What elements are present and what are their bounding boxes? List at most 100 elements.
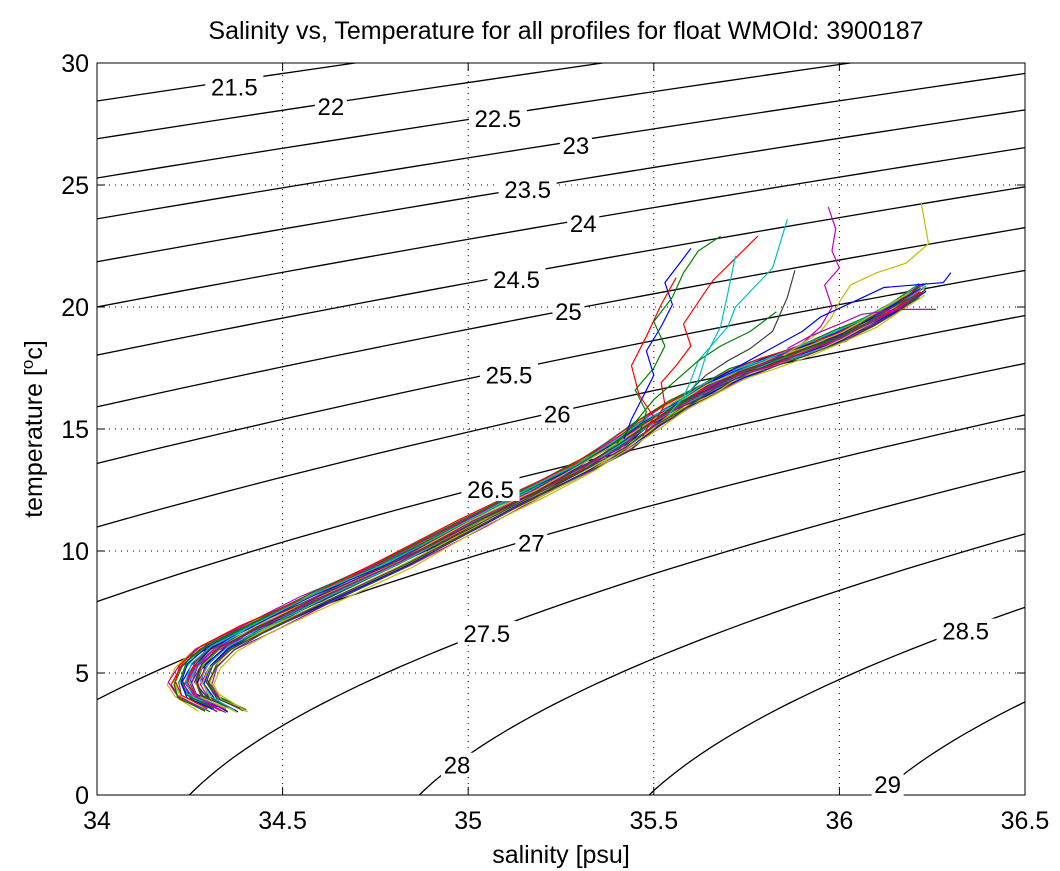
profile-line [174, 285, 920, 710]
profile-upper-line [683, 255, 737, 401]
profile-upper-line [787, 308, 936, 350]
profile-upper-line [630, 277, 677, 437]
contour-label-bg [441, 752, 474, 777]
y-axis-label-degree: o [18, 360, 37, 369]
profile-line [184, 284, 919, 707]
density-contours [97, 63, 1025, 795]
profile-upper-line [634, 235, 721, 435]
x-tick-label: 34.5 [258, 807, 307, 835]
profile-line [195, 292, 925, 710]
profile-upper-line [757, 206, 841, 367]
profile-line [203, 290, 927, 713]
contour-label-bg [567, 211, 600, 236]
profile-upper-line [712, 272, 952, 381]
contour-label: 29 [874, 772, 901, 799]
y-tick-label: 30 [61, 50, 89, 78]
contour-label-bg [205, 74, 264, 99]
profile-line [195, 285, 921, 708]
x-tick-label: 35.5 [629, 807, 678, 835]
contour-label: 26 [544, 401, 571, 428]
density-contour [97, 314, 1025, 528]
y-tick-label: 0 [75, 782, 89, 810]
contour-label: 22 [318, 94, 345, 121]
profile-line [189, 293, 922, 714]
contour-label-bg [457, 620, 516, 645]
density-contour [877, 701, 1025, 795]
profile-upper-line [623, 248, 692, 440]
plot-area: 21.5 22 22.5 23 23.5 24 24.5 25 25.5 26 26.527 27.5… [96, 62, 1026, 799]
density-contour [97, 109, 1025, 263]
contour-label: 24 [570, 211, 597, 238]
contour-label: 23 [562, 133, 589, 160]
profile-line [178, 292, 921, 713]
contour-label-bg [871, 772, 904, 797]
density-contour [97, 414, 1025, 701]
profile-line [194, 285, 923, 709]
contour-label: 21.5 [211, 74, 258, 101]
y-tick-label: 10 [61, 538, 89, 566]
y-axis-label: temperature [oc] [18, 340, 48, 518]
density-contour [188, 470, 1025, 795]
contour-label: 25.5 [486, 362, 533, 389]
contour-label-bg [515, 530, 548, 555]
contour-label: 24.5 [493, 267, 540, 294]
contour-label: 27 [518, 531, 545, 558]
contour-label: 23.5 [504, 177, 551, 204]
profile-upper-line [668, 219, 788, 415]
contour-label-bg [936, 618, 995, 643]
contour-label-bg [480, 362, 539, 387]
y-tick-label: 20 [61, 294, 89, 322]
contour-label-bg [487, 267, 546, 292]
contour-label-bg [559, 132, 592, 157]
density-contour [97, 269, 1025, 465]
grid [97, 63, 1025, 795]
contour-label-bg [461, 477, 520, 501]
contour-label: 26.5 [467, 477, 514, 504]
axis-ticks [96, 62, 1026, 796]
y-axis-label-suffix: c] [20, 340, 48, 359]
x-tick-label: 36.5 [1001, 807, 1050, 835]
y-tick-label: 15 [61, 416, 89, 444]
x-tick-label: 36 [825, 807, 853, 835]
profile-upper-line [783, 201, 930, 357]
x-tick-label: 34 [83, 807, 111, 835]
profile-line [206, 292, 924, 712]
profiles [166, 201, 952, 714]
contour-label: 27.5 [463, 621, 510, 648]
density-contour [97, 72, 1025, 220]
y-axis-tick-labels: 0 5 10 15 20 25 30 [61, 50, 89, 810]
contour-label-bg [541, 401, 574, 426]
density-contour [97, 362, 1025, 603]
contour-label-bg [468, 106, 527, 131]
density-contour [97, 146, 1025, 308]
x-axis-tick-labels: 34 34.5 35 35.5 36 36.5 [83, 807, 1049, 835]
y-tick-label: 25 [61, 172, 89, 200]
profile-line [191, 291, 922, 711]
profile-line [187, 293, 923, 711]
density-contour [97, 63, 608, 140]
contour-label-bg [314, 93, 347, 118]
density-contour [97, 63, 855, 179]
profile-line [201, 292, 924, 713]
chart-title: Salinity vs, Temperature for all profile… [208, 17, 923, 45]
x-tick-label: 35 [454, 807, 482, 835]
profile-upper-line [690, 270, 796, 391]
profile-upper-line [653, 235, 759, 425]
y-axis-label-prefix: temperature [ [20, 369, 48, 518]
contour-label: 28 [444, 753, 471, 780]
x-axis-label: salinity [psu] [492, 841, 630, 869]
density-contour [418, 533, 1025, 795]
profile-line [182, 297, 921, 712]
contour-label: 22.5 [475, 106, 522, 133]
contour-labels: 21.5 22 22.5 23 23.5 24 24.5 25 25.5 26 26.527 27.5… [205, 74, 995, 799]
contour-label-bg [552, 298, 585, 323]
profile-upper-line [616, 311, 777, 444]
profile-line [212, 294, 925, 713]
contour-label: 28.5 [942, 619, 989, 646]
profile-line [173, 293, 920, 712]
contour-label: 25 [555, 299, 582, 326]
density-contour [648, 606, 1025, 795]
contour-label-bg [498, 176, 557, 201]
plot-frame [96, 62, 1026, 796]
